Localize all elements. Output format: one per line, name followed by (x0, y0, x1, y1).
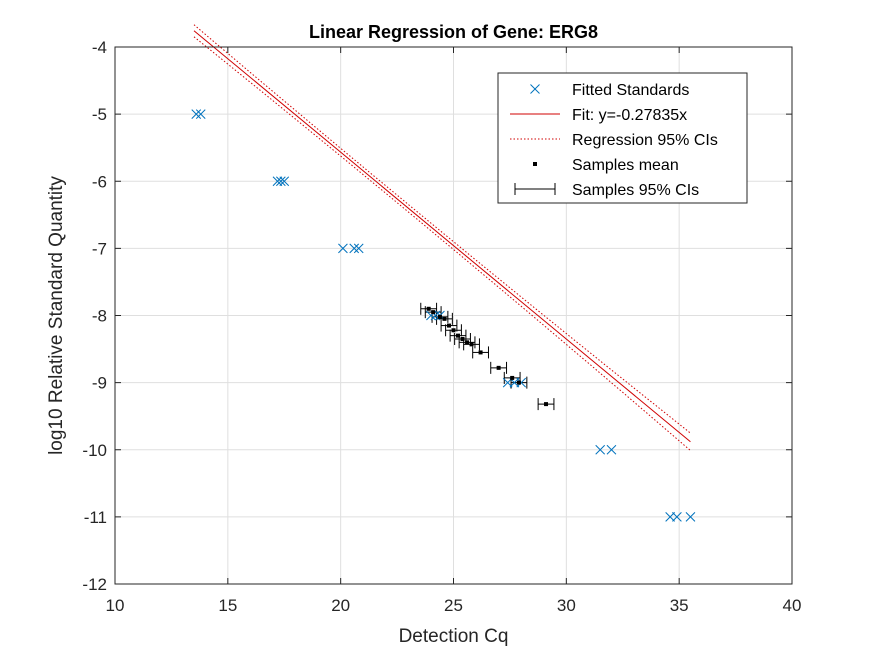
standard-x-stroke (606, 444, 617, 455)
legend-entry: Samples mean (533, 157, 679, 174)
ci-upper-line (193, 24, 691, 434)
y-tick-label: -5 (92, 105, 107, 124)
y-tick-label: -9 (92, 374, 107, 393)
y-tick-label: -8 (92, 307, 107, 326)
axis-ticks: 10 15 20 25 30 35 40 -12 -11 -10 -9 -8 -7 -6 -5 -4 (82, 38, 801, 615)
legend-entry: Fitted Standards (530, 82, 689, 99)
standard-x-stroke (272, 176, 283, 187)
y-tick-label: -12 (82, 575, 107, 594)
standard-x-stroke (195, 109, 206, 119)
x-tick-label: 15 (218, 596, 237, 615)
standard-x-stroke (672, 512, 682, 522)
standard-x-stroke (595, 444, 606, 455)
x-tick-label: 40 (783, 596, 802, 615)
legend-icon-x (530, 84, 540, 94)
fitted-standards-markers (191, 109, 696, 522)
y-tick-label: -4 (92, 38, 107, 57)
standard-point (272, 176, 283, 187)
sample-mean-point (446, 323, 451, 328)
standard-point (338, 243, 348, 254)
legend-label: Samples 95% CIs (572, 182, 699, 199)
standard-x-stroke (276, 176, 286, 187)
sample-mean-point (516, 380, 521, 385)
sample-mean-point (442, 316, 447, 321)
sample-mean-point (460, 336, 465, 341)
legend-entry: Fit: y=-0.27835x (510, 107, 687, 124)
standard-point (606, 444, 617, 455)
standard-point (195, 109, 206, 119)
sample-mean-point (426, 306, 431, 311)
x-axis-label: Detection Cq (399, 626, 509, 647)
standard-x-stroke (353, 243, 364, 254)
sample-mean-point (469, 342, 474, 347)
sample-mean-point (496, 365, 501, 370)
sample-mean-point (431, 310, 436, 315)
x-tick-label: 35 (670, 596, 689, 615)
standard-point (191, 109, 202, 119)
x-tick-label: 25 (444, 596, 463, 615)
x-tick-label: 20 (331, 596, 350, 615)
sample-mean-point (465, 340, 470, 345)
standard-x-stroke (516, 377, 527, 388)
standard-point (349, 243, 360, 254)
sample-mean-point (478, 350, 483, 355)
standard-x-stroke (338, 243, 348, 254)
y-tick-label: -10 (82, 441, 107, 460)
sample-mean-point (456, 333, 461, 338)
y-tick-label: -11 (84, 508, 107, 527)
sample-mean-point (437, 314, 442, 319)
legend-label: Samples mean (572, 157, 679, 174)
standard-point (276, 176, 286, 187)
standard-x-stroke (279, 176, 290, 187)
legend-icon-square (533, 162, 537, 166)
y-axis-label: log10 Relative Standard Quantity (46, 176, 67, 455)
standard-x-stroke (665, 512, 675, 522)
sample-mean-point (451, 328, 456, 333)
standard-x-stroke (349, 243, 360, 254)
legend-label: Fit: y=-0.27835x (572, 107, 687, 124)
sample-mean-markers (426, 306, 549, 407)
standard-point (595, 444, 606, 455)
chart-title: Linear Regression of Gene: ERG8 (309, 22, 598, 42)
standard-x-stroke (685, 512, 696, 522)
regression-ci-band (193, 24, 691, 451)
y-tick-label: -6 (92, 172, 107, 191)
ci-lower-line (193, 36, 691, 451)
legend-label: Fitted Standards (572, 82, 689, 99)
standard-x-stroke (191, 109, 202, 119)
standard-point (685, 512, 696, 522)
sample-mean-point (510, 375, 515, 380)
standard-point (516, 377, 527, 388)
legend-entry: Samples 95% CIs (514, 182, 699, 199)
legend-entry: Regression 95% CIs (510, 132, 718, 149)
fit-line (193, 30, 691, 443)
legend-label: Regression 95% CIs (572, 132, 718, 149)
standard-point (672, 512, 682, 522)
legend: Fitted Standards Fit: y=-0.27835x Regressi… (497, 72, 748, 204)
legend-box (497, 72, 748, 204)
y-tick-label: -7 (92, 239, 107, 258)
standard-x-stroke (430, 310, 441, 321)
standard-x-stroke (509, 377, 520, 388)
standard-point (665, 512, 675, 522)
fit-line-group (193, 30, 691, 443)
sample-mean-point (544, 402, 549, 407)
standard-point (353, 243, 364, 254)
x-tick-label: 30 (557, 596, 576, 615)
x-tick-label: 10 (106, 596, 125, 615)
standard-point (279, 176, 290, 187)
